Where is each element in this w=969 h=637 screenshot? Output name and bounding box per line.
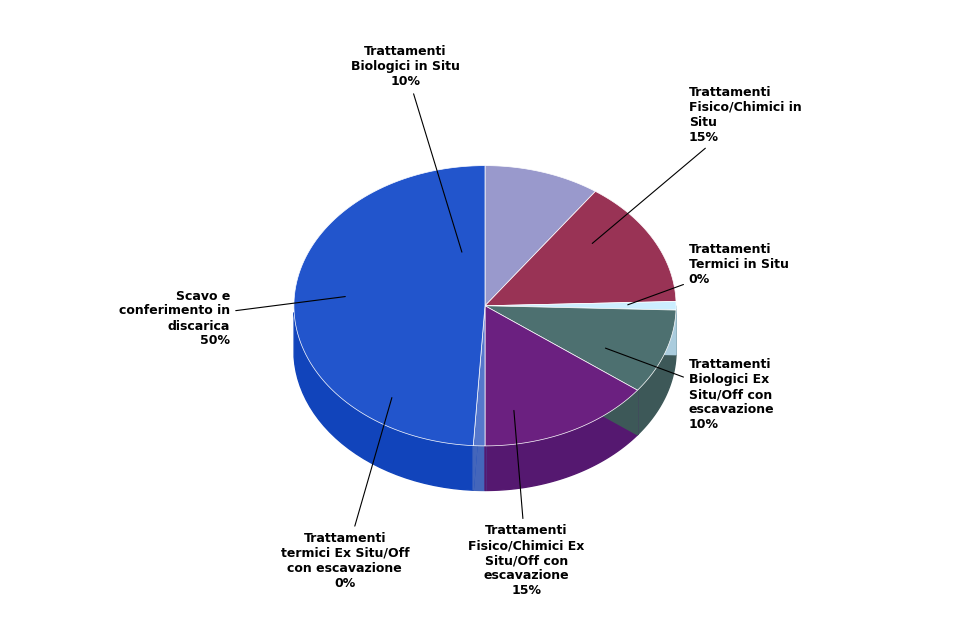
Polygon shape: [473, 306, 484, 490]
Text: Trattamenti
termici Ex Situ/Off
con escavazione
0%: Trattamenti termici Ex Situ/Off con esca…: [280, 397, 409, 590]
Polygon shape: [473, 306, 484, 490]
Polygon shape: [484, 306, 675, 355]
Text: Trattamenti
Biologici in Situ
10%: Trattamenti Biologici in Situ 10%: [351, 45, 461, 252]
Polygon shape: [484, 166, 595, 306]
Polygon shape: [484, 301, 675, 310]
Text: Trattamenti
Biologici Ex
Situ/Off con
escavazione
10%: Trattamenti Biologici Ex Situ/Off con es…: [605, 348, 773, 431]
Polygon shape: [484, 191, 675, 306]
Polygon shape: [484, 306, 675, 355]
Text: Trattamenti
Termici in Situ
0%: Trattamenti Termici in Situ 0%: [627, 243, 788, 305]
Polygon shape: [473, 446, 484, 490]
Polygon shape: [294, 312, 473, 490]
Polygon shape: [484, 306, 637, 446]
Polygon shape: [637, 310, 675, 435]
Text: Trattamenti
Fisico/Chimici Ex
Situ/Off con
escavazione
15%: Trattamenti Fisico/Chimici Ex Situ/Off c…: [468, 410, 584, 597]
Polygon shape: [473, 306, 484, 446]
Polygon shape: [484, 390, 637, 490]
Text: Scavo e
conferimento in
discarica
50%: Scavo e conferimento in discarica 50%: [119, 289, 345, 348]
Polygon shape: [294, 166, 484, 446]
Polygon shape: [484, 306, 637, 435]
Polygon shape: [484, 306, 675, 390]
Text: Trattamenti
Fisico/Chimici in
Situ
15%: Trattamenti Fisico/Chimici in Situ 15%: [592, 85, 800, 243]
Polygon shape: [484, 306, 637, 435]
